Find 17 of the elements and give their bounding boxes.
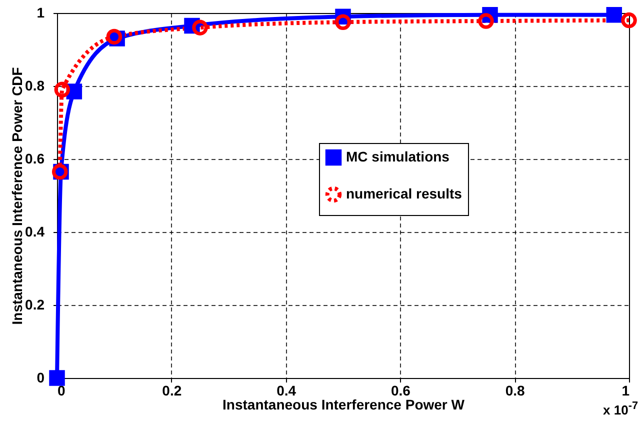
y-tick-label: 0.2 — [25, 296, 45, 312]
axis-exponent: x 10$^{-7}$ — [603, 400, 638, 418]
x-axis-title: Instantaneous Interference Power W — [222, 396, 466, 412]
y-tick-label: 0.6 — [25, 150, 45, 166]
x-tick-label: 0.8 — [505, 382, 526, 398]
y-tick-label: 0.8 — [25, 78, 45, 94]
legend-label: numerical results — [346, 186, 462, 202]
y-tick-label: 1 — [36, 4, 45, 20]
legend-label: MC simulations — [346, 148, 450, 164]
x-tick-label: 0.6 — [390, 382, 411, 398]
y-tick-label: 0.4 — [25, 224, 45, 240]
x-tick-label: 1 — [622, 382, 630, 398]
y-tick-label: 0 — [36, 370, 45, 386]
x-tick-label: 0.4 — [276, 382, 296, 398]
y-axis-title: Instantaneous Interference Power CDF — [9, 66, 26, 325]
x-tick-label: 0.2 — [162, 382, 182, 398]
x-tick-label: 0 — [58, 382, 66, 398]
